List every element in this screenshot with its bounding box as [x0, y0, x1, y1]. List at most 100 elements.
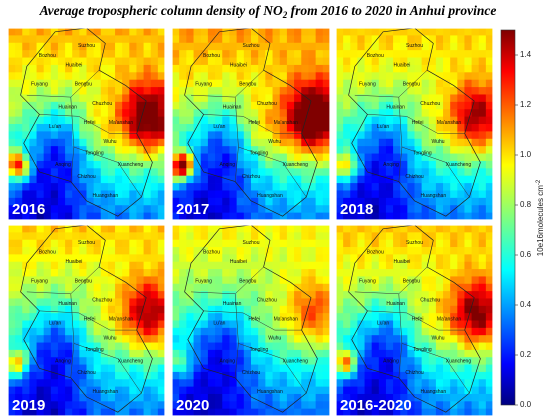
heat-cell	[385, 124, 394, 132]
heat-cell	[50, 357, 59, 365]
heat-cell	[65, 364, 73, 373]
heat-cell	[443, 131, 451, 140]
heat-cell	[50, 153, 59, 162]
heat-cell	[343, 327, 351, 336]
heat-cell	[478, 183, 487, 191]
heat-cell	[414, 393, 423, 402]
heat-cell	[364, 175, 373, 184]
heat-cell	[308, 28, 317, 36]
heat-cell	[400, 342, 408, 351]
heat-cell	[258, 28, 266, 36]
heat-cell	[93, 305, 102, 314]
heat-cell	[464, 138, 472, 147]
heat-cell	[186, 124, 194, 132]
heat-cell	[301, 94, 309, 103]
heat-cell	[143, 225, 152, 233]
heat-cell	[243, 131, 252, 140]
heat-cell	[207, 393, 216, 402]
heat-cell	[8, 50, 16, 58]
heat-cell	[357, 386, 365, 395]
heat-cell	[485, 160, 494, 169]
heat-cell	[371, 379, 380, 388]
heat-cell	[79, 160, 87, 169]
heat-cell	[315, 160, 324, 169]
heat-cell	[236, 349, 245, 358]
panel-frame	[7, 224, 166, 417]
heat-cell	[400, 393, 408, 402]
heat-cell	[428, 320, 437, 329]
heat-cell	[364, 342, 373, 351]
heat-cell	[364, 401, 373, 410]
heat-cell	[343, 313, 351, 321]
heat-cell	[72, 146, 80, 154]
heat-cell	[115, 183, 123, 191]
heat-cell	[371, 298, 380, 307]
heat-cell	[364, 109, 373, 118]
heat-cell	[79, 225, 87, 233]
heat-cell	[179, 190, 187, 199]
heat-cell	[193, 87, 202, 95]
heat-cell	[435, 393, 444, 402]
heat-cell	[265, 168, 273, 177]
heat-cell	[407, 50, 415, 58]
heat-cell	[172, 28, 180, 36]
heat-cell	[72, 72, 80, 81]
heat-cell	[157, 183, 166, 191]
heat-cell	[450, 335, 458, 343]
heat-cell	[229, 197, 238, 206]
heat-cell	[243, 205, 252, 214]
heat-cell	[157, 212, 166, 221]
heat-cell	[22, 116, 30, 125]
heat-cell	[357, 225, 365, 233]
heat-cell	[86, 212, 95, 221]
heat-cell	[322, 175, 331, 184]
heat-cell	[50, 94, 59, 103]
heat-cell	[371, 357, 380, 365]
heat-cell	[207, 168, 216, 177]
heat-cell	[357, 276, 365, 285]
heat-cell	[393, 124, 401, 132]
heat-cell	[207, 269, 216, 277]
heat-cell	[400, 160, 408, 169]
heat-cell	[186, 247, 194, 255]
heat-cell	[421, 101, 430, 110]
heat-cell	[50, 239, 59, 248]
heat-cell	[179, 232, 187, 241]
heat-cell	[72, 254, 80, 263]
heat-cell	[350, 342, 358, 351]
heat-cell	[315, 342, 324, 351]
heat-cell	[471, 124, 480, 132]
heat-cell	[350, 94, 358, 103]
city-border	[190, 70, 307, 198]
heat-cell	[157, 408, 166, 417]
heat-cell	[72, 175, 80, 184]
heat-cell	[464, 94, 472, 103]
heat-cell	[8, 386, 16, 395]
heat-cell	[215, 305, 223, 314]
heat-cell	[286, 371, 295, 380]
heat-cell	[294, 276, 302, 285]
heat-cell	[286, 175, 295, 184]
heat-cell	[357, 57, 365, 66]
heat-cell	[43, 109, 52, 118]
heat-cell	[72, 116, 80, 125]
city-label: Chizhou	[242, 370, 261, 376]
heat-cell	[200, 379, 209, 388]
heat-cell	[364, 42, 373, 51]
heat-cell	[193, 379, 202, 388]
heat-cell	[464, 379, 472, 388]
heat-cell	[72, 101, 80, 110]
heat-cell	[22, 153, 30, 162]
heat-cell	[179, 64, 187, 73]
heat-cell	[143, 232, 152, 241]
heat-cell	[414, 72, 423, 81]
heat-cell	[435, 64, 444, 73]
heat-cell	[251, 357, 259, 365]
heat-cell	[215, 57, 223, 66]
heat-cell	[193, 79, 202, 88]
heat-cell	[378, 364, 387, 373]
heat-cell	[294, 408, 302, 417]
heat-cell	[229, 57, 238, 66]
heat-cell	[122, 183, 130, 191]
heat-cell	[315, 109, 324, 118]
